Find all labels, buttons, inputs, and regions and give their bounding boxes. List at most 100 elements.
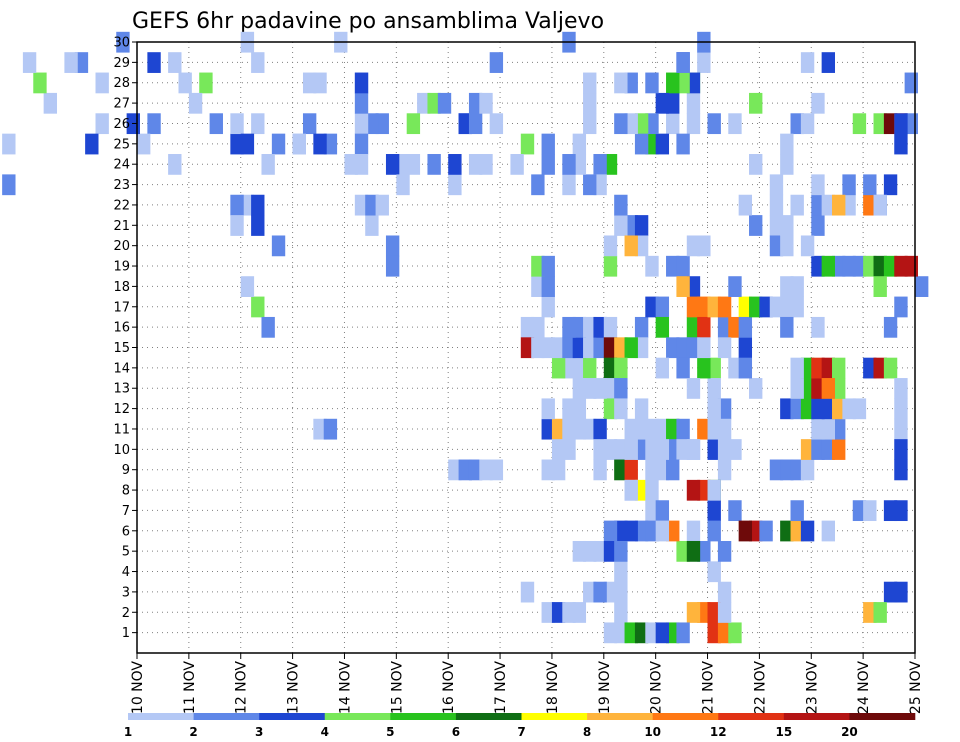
data-cell (614, 622, 628, 644)
data-cell (458, 459, 472, 481)
colorbar-label: 8 (583, 725, 591, 739)
data-cell (614, 581, 628, 603)
data-cell (800, 357, 815, 379)
data-cell (645, 622, 659, 644)
data-cell (2, 133, 16, 155)
data-cell (759, 296, 773, 318)
data-cell (655, 133, 670, 155)
data-cell (427, 92, 441, 114)
data-cell (894, 581, 908, 603)
data-cell (230, 194, 244, 216)
data-cell (624, 215, 638, 236)
data-cell (562, 337, 576, 359)
data-cell (686, 276, 701, 297)
data-cell (261, 316, 275, 338)
data-cell (666, 418, 680, 440)
data-cell (603, 235, 618, 257)
data-cell (666, 72, 680, 94)
data-cell (883, 500, 898, 522)
data-cell (666, 520, 680, 542)
data-cell (614, 72, 628, 94)
data-cell (261, 154, 275, 175)
y-tick-label: 26 (113, 117, 130, 132)
colorbar-swatch (128, 713, 194, 720)
data-cell (583, 92, 597, 114)
data-cell (375, 194, 389, 216)
y-tick-label: 24 (113, 158, 130, 173)
data-cell (832, 255, 846, 277)
data-cell (800, 378, 815, 399)
data-cell (583, 316, 597, 338)
data-cell (531, 337, 545, 359)
y-tick-label: 8 (122, 484, 130, 499)
data-cell (354, 133, 369, 155)
data-cell (666, 622, 680, 644)
data-cell (707, 296, 721, 318)
data-cell (832, 357, 846, 379)
data-cell (302, 72, 317, 94)
data-cell (873, 194, 887, 216)
data-cell (593, 378, 607, 399)
data-cell (95, 72, 109, 94)
data-cell (717, 316, 732, 338)
data-cell (603, 154, 618, 175)
data-cell (634, 235, 649, 257)
data-cell (728, 276, 742, 297)
data-cell (790, 459, 804, 481)
data-cell (863, 357, 877, 379)
colorbar-swatch (587, 713, 653, 720)
data-cell (790, 113, 804, 135)
data-cell (800, 52, 815, 73)
data-cell (468, 92, 483, 114)
data-cell (624, 418, 638, 440)
data-cell (178, 72, 192, 94)
data-cell (583, 337, 597, 359)
data-cell (852, 113, 867, 135)
data-cell (583, 72, 597, 94)
data-cell (240, 276, 255, 297)
data-cell (468, 154, 483, 175)
data-cell (821, 194, 836, 216)
y-tick-label: 11 (113, 422, 130, 437)
colorbar-swatch (652, 713, 719, 720)
data-cell (904, 255, 918, 277)
data-cell (541, 276, 555, 297)
data-cell (666, 255, 680, 277)
data-cell (230, 215, 244, 236)
data-cell (717, 622, 732, 644)
colorbar-label: 12 (710, 725, 727, 739)
data-cell (562, 174, 576, 196)
data-cell (531, 316, 545, 338)
y-axis-ticks: 1234567891011121314151617181920212223242… (113, 36, 137, 641)
data-cell (551, 602, 566, 623)
data-cell (676, 133, 690, 155)
data-cell (614, 561, 628, 583)
data-cell (614, 520, 628, 542)
data-cell (385, 154, 400, 175)
y-tick-label: 14 (113, 361, 130, 376)
data-cell (572, 602, 587, 623)
data-cell (572, 337, 587, 359)
data-cell (800, 439, 815, 460)
data-cell (572, 540, 587, 562)
data-cell (894, 113, 908, 135)
data-cell (842, 194, 856, 216)
x-tick-label: 20 NOV (649, 661, 665, 715)
data-cell (686, 378, 701, 399)
data-cell (686, 520, 701, 542)
data-cell (583, 357, 597, 379)
data-cell (85, 133, 99, 155)
data-cell (697, 235, 711, 257)
data-cell (147, 52, 161, 73)
data-cell (323, 418, 338, 440)
data-cell (562, 439, 576, 460)
colorbar-label: 15 (775, 725, 792, 739)
data-cell (251, 52, 265, 73)
data-cell (624, 113, 638, 135)
data-cell (780, 296, 794, 318)
x-tick-label: 16 NOV (441, 661, 457, 715)
data-cell (676, 357, 690, 379)
data-cell (593, 337, 607, 359)
data-cell (821, 439, 836, 460)
data-cell (583, 378, 597, 399)
